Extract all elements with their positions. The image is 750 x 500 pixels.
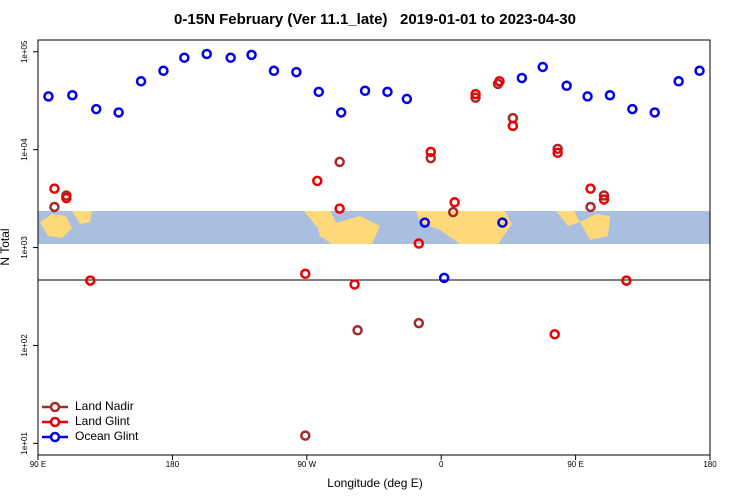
data-point [497, 217, 508, 228]
data-point [135, 76, 147, 87]
legend-marker [49, 401, 61, 413]
x-tick-label: 180 [703, 460, 717, 469]
x-tick-label: 90 E [30, 460, 46, 469]
x-tick-label: 90 W [297, 460, 316, 469]
data-point [352, 324, 363, 336]
data-point [537, 61, 548, 73]
data-point [598, 194, 610, 205]
data-point [334, 203, 345, 214]
data-point [291, 66, 302, 78]
data-point [425, 146, 436, 158]
data-point [447, 206, 459, 218]
y-tick-label: 1e+04 [20, 138, 29, 161]
x-axis-label: Longitude (deg E) [327, 476, 422, 490]
data-point [401, 93, 413, 105]
data-point [549, 329, 560, 340]
data-point [335, 107, 347, 118]
data-point [582, 91, 593, 102]
map-land [580, 214, 610, 240]
map-band [38, 211, 710, 244]
map-land [72, 211, 92, 224]
legend-marker [49, 431, 61, 443]
data-point [85, 275, 96, 286]
data-point [300, 430, 311, 441]
data-point [585, 201, 596, 213]
data-point [359, 85, 371, 97]
data-point [334, 156, 345, 168]
y-tick-label: 1e+01 [20, 432, 29, 455]
map-land [556, 211, 580, 226]
data-point [67, 89, 78, 101]
y-tick-label: 1e+02 [20, 334, 29, 357]
data-point [419, 217, 431, 228]
legend-marker [49, 416, 61, 428]
data-point [201, 48, 212, 60]
data-point [552, 147, 563, 159]
data-point [300, 268, 311, 280]
data-point [438, 272, 450, 284]
data-point [43, 91, 54, 102]
data-point [621, 275, 632, 286]
data-point [413, 238, 425, 249]
chart-title: 0-15N February (Ver 11.1_late) 2019-01-0… [174, 11, 576, 28]
data-point [413, 317, 425, 329]
data-point [246, 49, 257, 61]
data-point [349, 279, 360, 290]
data-point [90, 103, 102, 115]
data-point [179, 52, 190, 63]
data-point [649, 107, 660, 118]
legend-label: Ocean Glint [75, 429, 139, 443]
legend-label: Land Nadir [75, 399, 134, 413]
data-point [225, 52, 236, 63]
data-point [598, 190, 610, 201]
data-point [313, 86, 324, 98]
plot-frame [37, 39, 711, 456]
data-point [425, 152, 436, 164]
data-point [552, 143, 563, 155]
data-point [694, 65, 705, 77]
data-point [113, 107, 124, 118]
x-tick-label: 90 E [567, 460, 583, 469]
data-point [49, 183, 60, 194]
data-point [585, 183, 596, 194]
data-point [561, 80, 572, 91]
data-point [158, 65, 169, 77]
y-tick-label: 1e+03 [20, 236, 29, 259]
y-tick-label: 1e+05 [20, 40, 29, 63]
map-land [318, 216, 380, 244]
data-point [449, 197, 460, 208]
map-land [40, 214, 72, 238]
data-point [268, 65, 280, 77]
data-point [312, 175, 323, 187]
data-point [627, 103, 638, 115]
map-land [416, 211, 512, 244]
data-point [604, 89, 616, 101]
data-point [673, 76, 684, 87]
legend-label: Land Glint [75, 414, 130, 428]
x-tick-label: 0 [439, 460, 444, 469]
data-point [61, 192, 72, 204]
data-point [49, 201, 60, 213]
data-point [507, 120, 519, 132]
data-point [382, 86, 393, 98]
data-point [516, 72, 528, 84]
data-point [470, 92, 481, 103]
data-point [494, 76, 505, 87]
data-point [470, 88, 481, 100]
x-tick-label: 180 [166, 460, 180, 469]
y-axis-label: N Total [0, 228, 12, 265]
